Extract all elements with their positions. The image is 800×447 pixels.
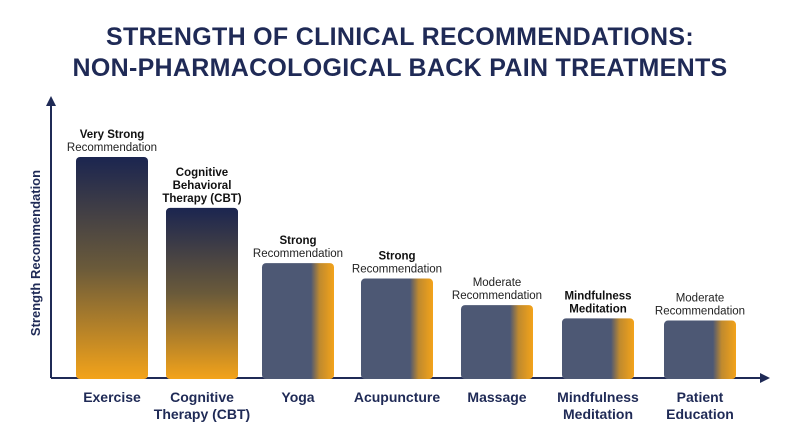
bar-4	[461, 305, 533, 379]
bar-0	[76, 157, 148, 379]
bar-3	[361, 278, 433, 379]
bar-1	[166, 207, 238, 379]
chart-title-line-1: STRENGTH OF CLINICAL RECOMMENDATIONS:	[106, 23, 694, 51]
bar-label-5-0: Mindfulness	[564, 290, 631, 302]
bar-6	[664, 320, 736, 379]
category-label-3-0: Acupuncture	[354, 389, 441, 405]
y-axis-label: Strength Recommendation	[28, 170, 43, 336]
category-label-2-0: Yoga	[281, 389, 314, 405]
category-label-6-1: Education	[666, 406, 734, 422]
category-label-5-0: Mindfulness	[557, 389, 639, 405]
labels-group: Very StrongRecommendationExerciseCogniti…	[67, 129, 745, 422]
bars-group	[76, 157, 736, 379]
bar-label-1-1: Behavioral	[173, 180, 232, 192]
category-label-0-0: Exercise	[83, 389, 141, 405]
bar-label-3-1: Recommendation	[352, 264, 442, 276]
bar-label-6-0: Moderate	[676, 293, 725, 305]
category-label-1-0: Cognitive	[170, 389, 234, 405]
chart-title-line-2: NON-PHARMACOLOGICAL BACK PAIN TREATMENTS	[72, 54, 728, 82]
bar-label-6-1: Recommendation	[655, 306, 745, 318]
bar-label-4-0: Moderate	[473, 277, 522, 289]
bar-2	[262, 263, 334, 379]
bar-label-3-0: Strong	[378, 251, 415, 263]
category-label-5-1: Meditation	[563, 406, 633, 422]
bar-label-2-0: Strong	[279, 235, 316, 247]
category-label-6-0: Patient	[677, 389, 724, 405]
category-label-4-0: Massage	[467, 389, 526, 405]
bar-label-1-0: Cognitive	[176, 167, 228, 179]
bar-5	[562, 318, 634, 379]
bar-label-5-1: Meditation	[569, 303, 627, 315]
bar-label-1-2: Therapy (CBT)	[162, 193, 241, 205]
bar-label-4-1: Recommendation	[452, 290, 542, 302]
category-label-1-1: Therapy (CBT)	[154, 406, 250, 422]
bar-label-2-1: Recommendation	[253, 248, 343, 260]
bar-label-0-0: Very Strong	[80, 129, 145, 141]
bar-label-0-1: Recommendation	[67, 142, 157, 154]
y-axis-arrow	[46, 96, 56, 106]
x-axis-arrow	[760, 373, 770, 383]
